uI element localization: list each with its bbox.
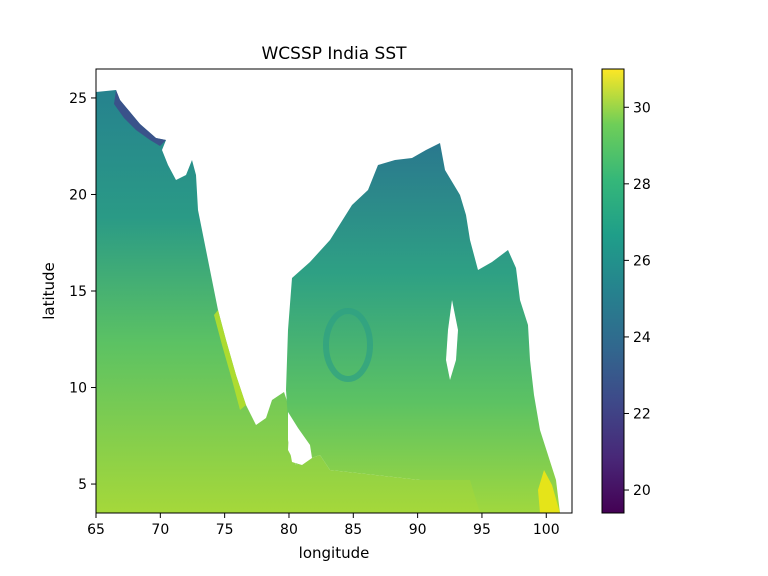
y-tick-label: 10 — [69, 381, 87, 397]
cool-gulf-waters — [114, 90, 166, 146]
y-axis-ticks: 5 10 15 20 25 — [69, 91, 96, 493]
y-tick-label: 5 — [78, 477, 87, 493]
colorbar-tick-label: 24 — [633, 330, 651, 346]
x-tick-label: 100 — [533, 522, 560, 538]
x-tick-label: 90 — [409, 522, 427, 538]
x-axis-label: longitude — [299, 544, 370, 562]
y-tick-label: 25 — [69, 91, 87, 107]
chart-title: WCSSP India SST — [261, 44, 407, 64]
sri-lanka-land — [288, 412, 312, 465]
sst-heatmap — [96, 90, 560, 513]
bay-of-bengal-region — [286, 143, 560, 513]
arabian-sea-region — [96, 90, 480, 513]
warm-southeast-corner — [538, 470, 560, 513]
colorbar-tick-label: 28 — [633, 177, 651, 193]
colorbar-tick-label: 30 — [633, 100, 651, 116]
x-tick-label: 95 — [473, 522, 491, 538]
x-axis-ticks: 65 70 75 80 85 90 95 100 — [87, 513, 560, 538]
y-tick-label: 15 — [69, 284, 87, 300]
andaman-land — [446, 300, 458, 380]
colorbar-tick-label: 22 — [633, 406, 651, 422]
colorbar-tick-label: 26 — [633, 253, 651, 269]
colorbar-tick-label: 20 — [633, 483, 651, 499]
y-axis-label: latitude — [40, 262, 58, 320]
x-tick-label: 85 — [344, 522, 362, 538]
y-tick-label: 20 — [69, 187, 87, 203]
colorbar — [601, 68, 625, 514]
bay-eddy — [323, 308, 373, 382]
x-tick-label: 80 — [280, 522, 298, 538]
x-tick-label: 75 — [216, 522, 234, 538]
warm-coastal-strip — [214, 310, 246, 410]
colorbar-ticks: 20 22 24 26 28 30 — [624, 100, 651, 499]
x-tick-label: 70 — [151, 522, 169, 538]
x-tick-label: 65 — [87, 522, 105, 538]
